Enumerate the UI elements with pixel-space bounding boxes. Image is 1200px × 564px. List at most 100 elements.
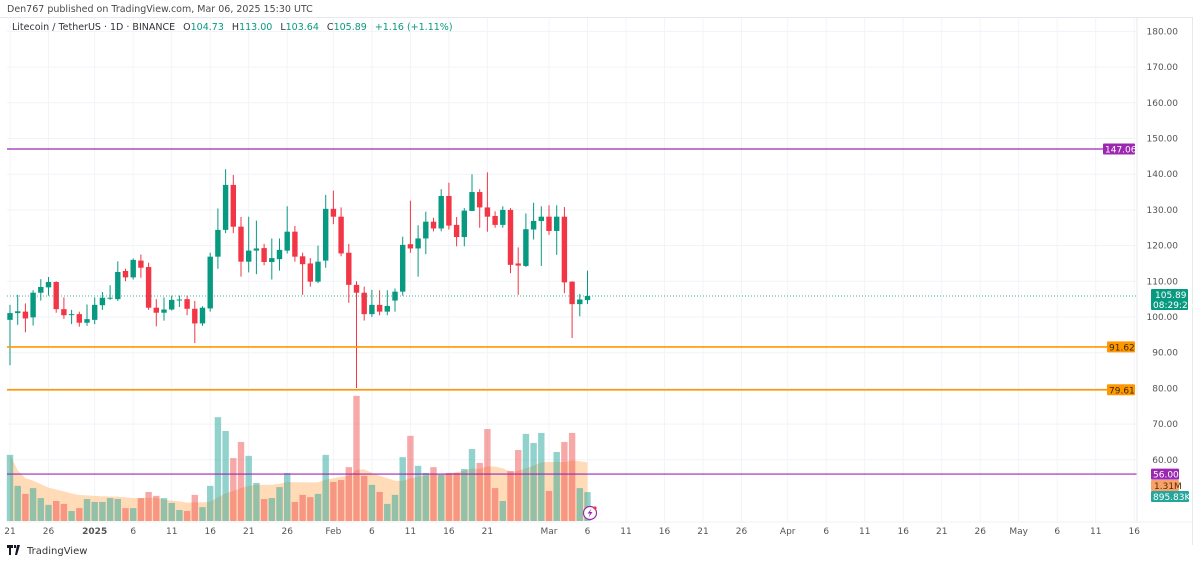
- volume-bar: [253, 482, 260, 521]
- volume-bar: [222, 431, 229, 521]
- price-level-label: 79.61: [1109, 386, 1135, 396]
- candle-body: [577, 299, 583, 305]
- candle-body: [61, 309, 67, 316]
- volume-bar: [299, 494, 306, 521]
- volume-bar: [199, 507, 206, 521]
- candle-body: [546, 216, 552, 231]
- volume-bar: [491, 488, 499, 521]
- volume-bar: [438, 474, 445, 521]
- price-level-label-bg: [1103, 143, 1135, 155]
- candle-body: [122, 270, 129, 278]
- candle-body: [554, 216, 560, 231]
- candle-body: [38, 287, 44, 293]
- volume-bar: [53, 501, 60, 521]
- candle-body: [246, 250, 252, 262]
- candle-body: [92, 304, 98, 320]
- volume-bar: [476, 462, 483, 521]
- tradingview-logo-icon: [7, 545, 23, 558]
- volume-bar: [37, 498, 44, 521]
- price-level-label-bg: [1107, 341, 1135, 353]
- price-tick-label: 100.00: [1147, 313, 1179, 323]
- candle-body: [107, 297, 113, 299]
- candle-body: [477, 192, 483, 208]
- volume-bar: [345, 467, 352, 521]
- candle-body: [338, 216, 344, 254]
- volume-bar: [6, 454, 14, 521]
- volume-bar: [214, 417, 222, 521]
- time-tick-label: 21: [243, 527, 254, 537]
- low-key: L: [280, 22, 286, 33]
- published-by-text: Den767 published on TradingView.com, Mar…: [7, 4, 313, 15]
- volume-bar: [515, 450, 522, 521]
- candle-body: [584, 295, 591, 301]
- volume-bar: [230, 458, 237, 521]
- time-tick-label: 6: [1054, 527, 1060, 537]
- candle-body: [369, 304, 375, 315]
- price-tick-label: 180.00: [1147, 27, 1179, 37]
- volume-ma-label: 1.31M: [1154, 482, 1182, 492]
- price-tick-label: 70.00: [1152, 420, 1178, 430]
- candle-body: [215, 229, 221, 257]
- candle-body: [323, 208, 329, 261]
- volume-bar: [407, 435, 414, 521]
- volume-bar: [207, 485, 214, 521]
- time-tick-label: 6: [823, 527, 829, 537]
- time-tick-label: 11: [166, 527, 177, 537]
- volume-bar: [76, 508, 83, 521]
- time-tick-label: 26: [281, 527, 293, 537]
- time-tick-label: 21: [482, 527, 493, 537]
- candle-body: [415, 238, 421, 249]
- countdown-label: 08:29:26: [1153, 301, 1194, 311]
- volume-bar: [183, 511, 191, 521]
- candle-body: [423, 221, 429, 239]
- candles: [7, 169, 591, 389]
- candle-body: [207, 256, 213, 309]
- lightning-icon[interactable]: [582, 505, 598, 521]
- candle-body: [384, 305, 390, 312]
- volume-ma-label-bg: [1151, 480, 1179, 491]
- candle-body: [307, 263, 313, 282]
- volume-bar: [399, 457, 406, 521]
- time-tick-label: 11: [859, 527, 870, 537]
- time-tick-label: 16: [443, 527, 455, 537]
- price-tick-label: 120.00: [1147, 242, 1179, 252]
- volume-bar: [307, 497, 314, 521]
- volume-bar: [553, 451, 560, 521]
- candle-body: [22, 311, 29, 319]
- candle-body: [523, 229, 529, 266]
- horizontal-lines: [7, 148, 1137, 475]
- volume-bar: [284, 472, 291, 521]
- candle-body: [269, 258, 275, 263]
- candle-body: [492, 215, 498, 225]
- volume-bar: [368, 484, 376, 521]
- volume-bar: [507, 471, 514, 521]
- candle-body: [461, 210, 467, 238]
- time-tick-label: 26: [974, 527, 986, 537]
- chart-frame: [0, 17, 1193, 545]
- candle-body: [407, 244, 414, 249]
- volume-bar: [576, 488, 583, 521]
- volume-bar: [122, 508, 129, 521]
- volume-bar: [468, 449, 476, 521]
- time-tick-label: 6: [369, 527, 375, 537]
- candle-body: [376, 304, 383, 312]
- volume-bar: [361, 475, 368, 521]
- volume-bar: [545, 491, 553, 521]
- volume-bar: [530, 442, 537, 521]
- volume-bar: [453, 472, 460, 521]
- volume-bar: [422, 472, 429, 521]
- candle-body: [192, 308, 198, 324]
- volume-bar: [45, 504, 52, 521]
- time-tick-label: 11: [620, 527, 631, 537]
- candle-body: [169, 299, 175, 310]
- time-tick-label: 21: [697, 527, 708, 537]
- candle-body: [84, 319, 90, 323]
- candle-body: [176, 299, 183, 301]
- candle-body: [346, 252, 352, 285]
- volume-bar: [291, 501, 299, 521]
- candle-body: [446, 195, 452, 226]
- price-tick-label: 160.00: [1147, 99, 1179, 109]
- candle-body: [500, 209, 506, 225]
- close-value: 105.89: [333, 22, 367, 33]
